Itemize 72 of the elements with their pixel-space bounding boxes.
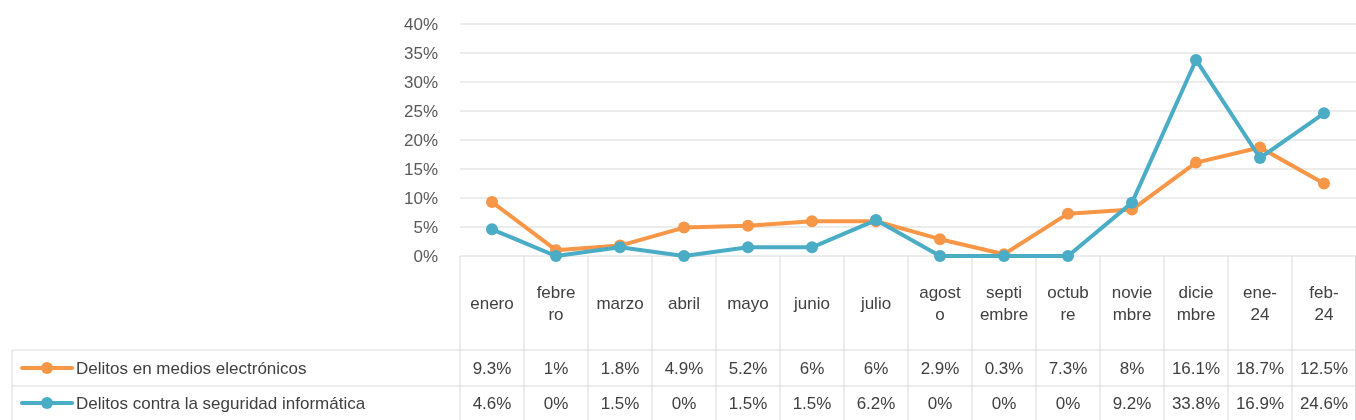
data-label: 16.9% bbox=[1235, 393, 1285, 413]
point bbox=[486, 223, 498, 236]
y-tick-label: 35% bbox=[403, 43, 438, 63]
x-tick-label: ene-24 bbox=[1242, 282, 1278, 324]
point bbox=[1318, 177, 1330, 190]
y-tick-label: 40% bbox=[403, 14, 438, 34]
data-label: 6% bbox=[799, 358, 825, 378]
point bbox=[806, 215, 818, 228]
point bbox=[486, 196, 498, 209]
point bbox=[1126, 196, 1138, 209]
point bbox=[742, 219, 754, 232]
x-tick-label: feb-24 bbox=[1309, 282, 1339, 324]
point bbox=[1062, 207, 1074, 220]
point bbox=[1190, 156, 1202, 169]
data-label: 1.5% bbox=[728, 393, 768, 413]
x-tick-label: junio bbox=[793, 293, 830, 313]
legend-label: Delitos en medios electrónicos bbox=[76, 358, 307, 378]
data-label: 12.5% bbox=[1299, 358, 1349, 378]
y-tick-label: 15% bbox=[403, 159, 438, 179]
data-label: 1.5% bbox=[600, 393, 640, 413]
x-tick-label: mayo bbox=[727, 293, 769, 313]
data-label: 9.2% bbox=[1112, 393, 1152, 413]
data-label: 18.7% bbox=[1235, 358, 1285, 378]
data-label: 6.2% bbox=[856, 393, 896, 413]
data-label: 0% bbox=[543, 393, 569, 413]
data-label: 0.3% bbox=[984, 358, 1024, 378]
data-label: 33.8% bbox=[1171, 393, 1221, 413]
data-label: 6% bbox=[863, 358, 889, 378]
data-label: 24.6% bbox=[1299, 393, 1349, 413]
y-tick-label: 30% bbox=[403, 72, 438, 92]
data-label: 1% bbox=[543, 358, 569, 378]
x-tick-label: abril bbox=[667, 293, 701, 313]
data-label: 2.9% bbox=[920, 358, 960, 378]
data-label: 0% bbox=[991, 393, 1017, 413]
y-tick-label: 25% bbox=[403, 101, 438, 121]
y-tick-label: 5% bbox=[413, 217, 438, 237]
point bbox=[678, 250, 690, 262]
y-tick-label: 0% bbox=[413, 246, 438, 266]
data-label: 0% bbox=[927, 393, 953, 413]
point bbox=[934, 233, 946, 246]
data-label: 1.8% bbox=[600, 358, 640, 378]
data-label: 4.9% bbox=[664, 358, 704, 378]
data-label: 9.3% bbox=[472, 358, 512, 378]
point bbox=[1318, 107, 1330, 120]
point bbox=[1254, 151, 1266, 164]
legend-label: Delitos contra la seguridad informática bbox=[76, 393, 366, 413]
point bbox=[550, 250, 562, 262]
x-tick-label: agosto bbox=[919, 282, 962, 324]
y-tick-label: 10% bbox=[403, 188, 438, 208]
point bbox=[678, 221, 690, 234]
data-label: 0% bbox=[1055, 393, 1081, 413]
x-tick-label: febrero bbox=[536, 282, 576, 324]
point bbox=[1190, 53, 1202, 66]
x-tick-label: octubre bbox=[1047, 282, 1089, 324]
data-label: 4.6% bbox=[472, 393, 512, 413]
point bbox=[934, 250, 946, 262]
data-label: 5.2% bbox=[728, 358, 768, 378]
point bbox=[806, 241, 818, 254]
data-label: 1.5% bbox=[792, 393, 832, 413]
data-label: 7.3% bbox=[1048, 358, 1088, 378]
data-label: 16.1% bbox=[1171, 358, 1221, 378]
data-label: 8% bbox=[1119, 358, 1145, 378]
x-tick-label: marzo bbox=[596, 293, 644, 313]
point bbox=[742, 241, 754, 254]
x-tick-label: enero bbox=[470, 293, 514, 313]
y-tick-label: 20% bbox=[403, 130, 438, 150]
x-tick-label: septiembre bbox=[979, 282, 1029, 324]
x-tick-label: diciembre bbox=[1176, 282, 1216, 324]
x-tick-label: julio bbox=[859, 293, 892, 313]
point bbox=[1062, 250, 1074, 262]
x-tick-label: noviembre bbox=[1111, 282, 1153, 324]
data-label: 0% bbox=[671, 393, 697, 413]
